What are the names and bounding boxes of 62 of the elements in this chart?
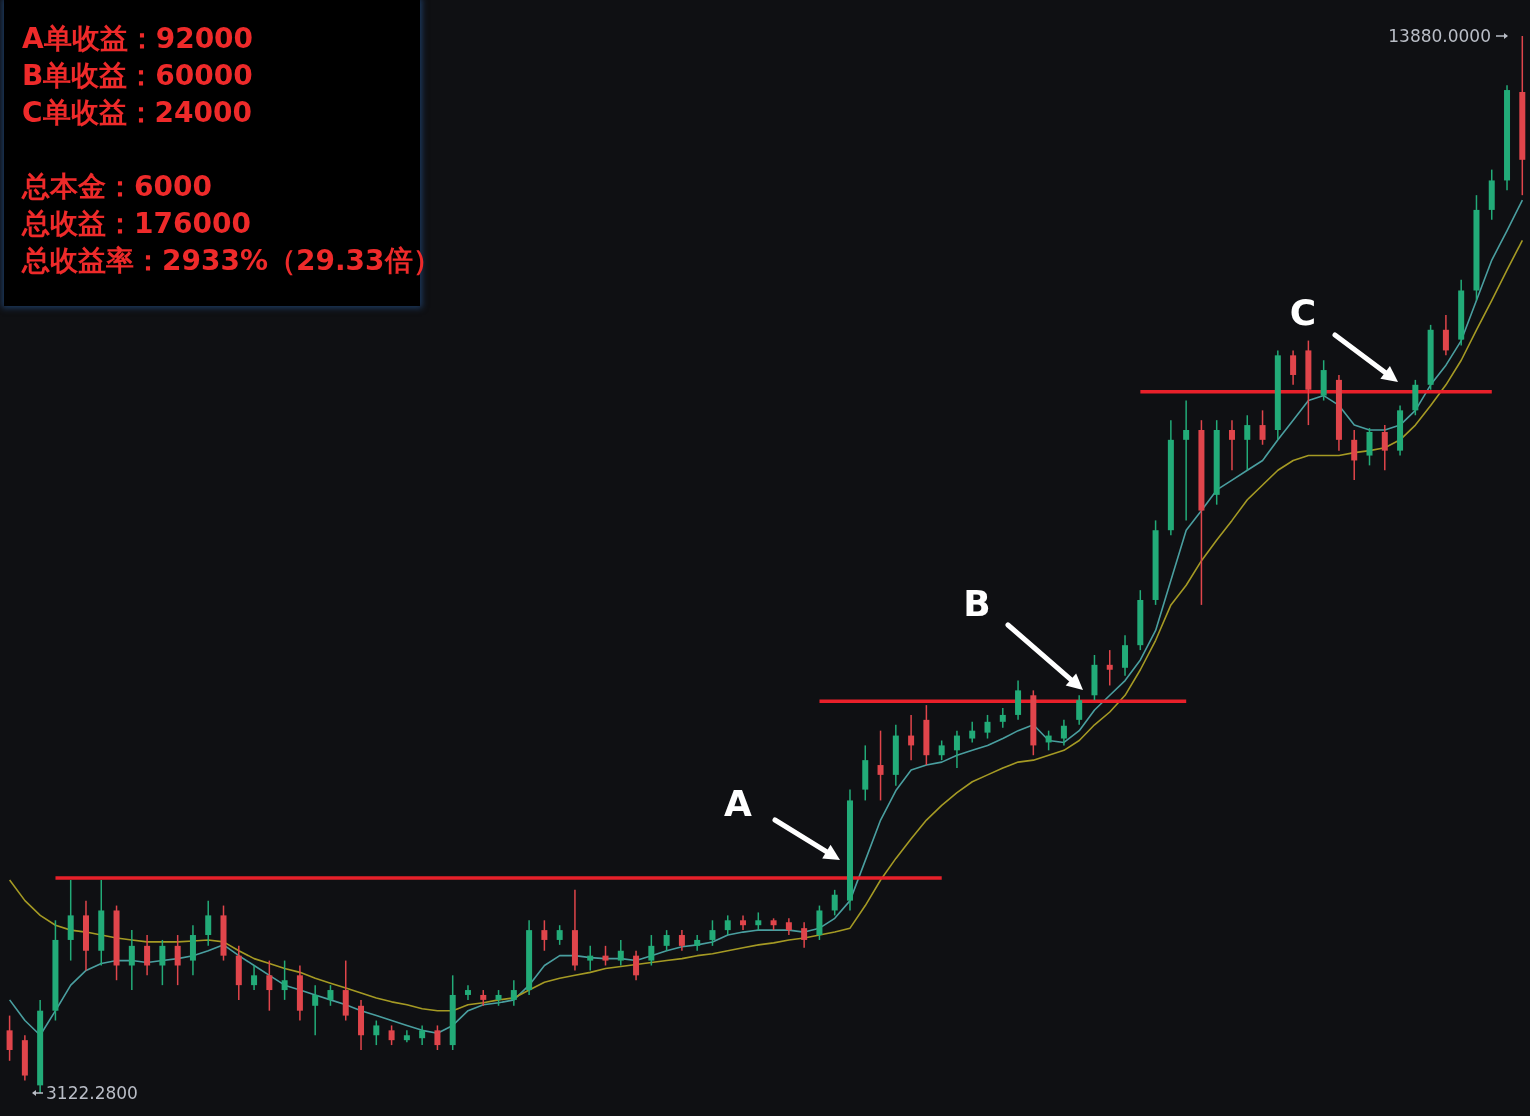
candlestick [801,921,808,949]
annotation: B [963,582,991,624]
candlestick [464,984,471,1001]
candlestick [541,919,548,952]
candlestick [266,959,273,1012]
candlestick [969,721,976,744]
candlestick [174,934,181,986]
candlestick [877,729,884,802]
candlestick [556,924,563,946]
candlestick [709,919,716,947]
annotation: 总收益：176000 [22,207,251,241]
candlestick [419,1024,426,1046]
annotation: B单收益：60000 [22,59,253,93]
candlestick [159,939,166,986]
candlestick [434,1024,441,1051]
annotation: 13880.0000 [1388,25,1491,46]
candlestick [510,979,517,1007]
candlestick [663,929,670,952]
candlestick [602,945,609,967]
candlestick [587,945,594,972]
candlestick [281,959,288,1001]
candlestick [1228,419,1235,472]
candlestick [1244,414,1251,472]
candlestick [388,1024,395,1046]
candlestick [1259,409,1266,446]
candlestick [678,929,685,952]
candlestick [1106,649,1113,687]
annotation: C [1289,291,1317,333]
candlestick [327,984,334,1007]
annotation: 3122.2800 [46,1082,138,1103]
annotation: A [724,782,753,824]
candlestick [908,714,915,761]
candlestick [1183,399,1190,522]
candlestick [938,739,945,761]
candlestick [144,934,151,977]
candlestick [373,1019,380,1046]
annotation: 总本金：6000 [22,170,212,204]
candlestick [251,964,258,991]
annotation: A单收益：92000 [22,22,254,56]
candlestick [1381,424,1388,472]
annotation: C单收益：24000 [22,96,252,130]
candlestick [953,729,960,769]
candlestick [1351,429,1358,481]
candlestick [999,707,1006,729]
candlestick [1060,719,1067,747]
candlestick [1076,694,1083,726]
annotation: 总收益率：2933%（29.33倍） [22,244,441,278]
candlestick [1290,349,1297,386]
candlestick [1366,427,1373,467]
candlestick [724,914,731,936]
candlestick [1122,634,1129,677]
candlestick [312,984,319,1036]
candlestick [205,899,212,947]
candlestick [617,939,624,967]
candlestick [633,950,640,981]
candlestick [648,934,655,967]
candlestick [831,889,838,917]
candlestick [128,929,135,991]
candlestick [1442,314,1449,357]
candlestick [6,1014,13,1062]
candlestick [984,714,991,740]
candlestick [740,914,747,931]
